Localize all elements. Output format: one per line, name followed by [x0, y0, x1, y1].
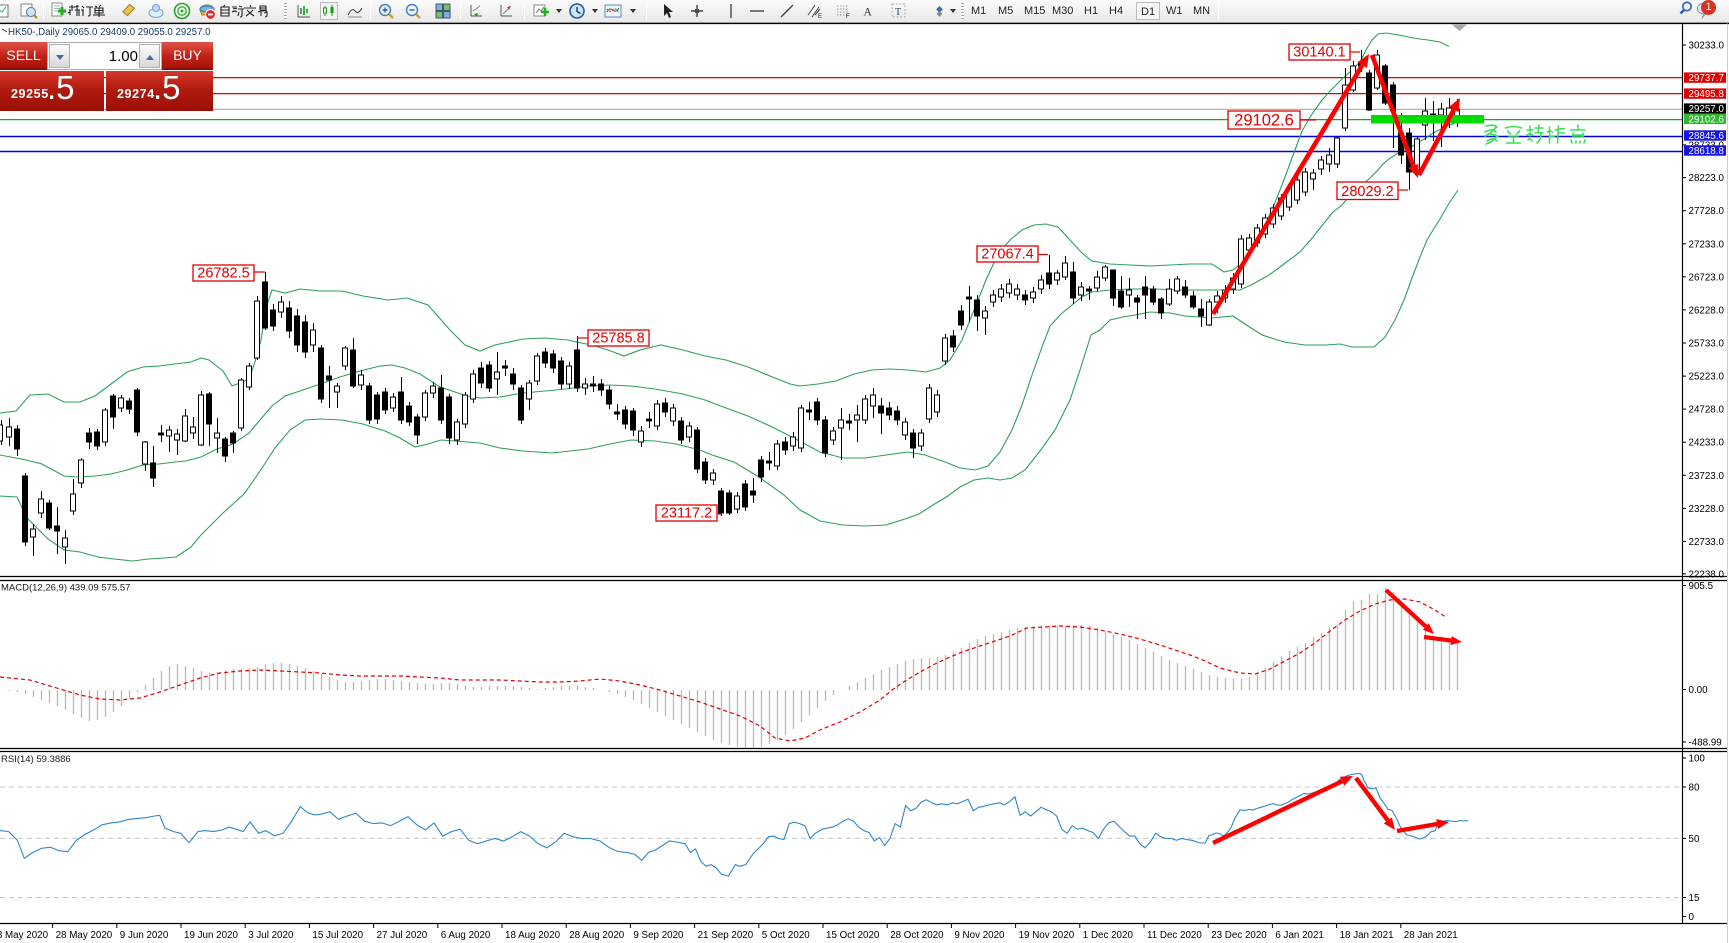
svg-text:18 Aug 2020: 18 Aug 2020: [505, 930, 561, 941]
svg-text:11 Dec 2020: 11 Dec 2020: [1147, 930, 1202, 941]
svg-text:1 Dec 2020: 1 Dec 2020: [1083, 930, 1134, 941]
svg-text:T: T: [895, 7, 901, 18]
svg-text:29495.8: 29495.8: [1689, 89, 1725, 100]
svg-text:9 Jun 2020: 9 Jun 2020: [120, 930, 169, 941]
svg-text:21 Sep 2020: 21 Sep 2020: [698, 930, 754, 941]
svg-text:28029.2: 28029.2: [1341, 184, 1393, 200]
svg-text:23 Dec 2020: 23 Dec 2020: [1211, 930, 1267, 941]
svg-text:18 May 2020: 18 May 2020: [0, 930, 49, 941]
svg-text:27728.0: 27728.0: [1689, 206, 1725, 217]
svg-text:26782.5: 26782.5: [197, 266, 249, 282]
svg-text:RSI(14) 59.3886: RSI(14) 59.3886: [1, 754, 71, 765]
svg-text:HK50-,Daily 29065.0 29409.0 2: HK50-,Daily 29065.0 29409.0 29055.0 2925…: [8, 27, 211, 38]
svg-text:9 Nov 2020: 9 Nov 2020: [954, 930, 1005, 941]
svg-text:15: 15: [1689, 893, 1700, 904]
svg-text:29257.0: 29257.0: [1689, 104, 1725, 115]
svg-text:18 Jan 2021: 18 Jan 2021: [1340, 930, 1394, 941]
svg-text:25733.0: 25733.0: [1689, 339, 1725, 350]
svg-text:A: A: [864, 6, 873, 18]
svg-text:15 Jul 2020: 15 Jul 2020: [312, 930, 363, 941]
svg-text:26723.0: 26723.0: [1689, 272, 1725, 283]
svg-text:22733.0: 22733.0: [1689, 537, 1725, 548]
svg-text:22238.0: 22238.0: [1689, 569, 1725, 580]
svg-text:100: 100: [1689, 754, 1706, 765]
svg-text:28223.0: 28223.0: [1689, 173, 1725, 184]
svg-text:29102.6: 29102.6: [1234, 112, 1294, 130]
svg-text:9 Sep 2020: 9 Sep 2020: [633, 930, 684, 941]
svg-text:0: 0: [1689, 912, 1695, 923]
svg-text:26228.0: 26228.0: [1689, 305, 1725, 316]
svg-text:E: E: [818, 14, 822, 20]
svg-text:23117.2: 23117.2: [661, 506, 712, 522]
svg-text:5 Oct 2020: 5 Oct 2020: [762, 930, 810, 941]
svg-text:905.5: 905.5: [1689, 581, 1714, 592]
svg-text:15 Oct 2020: 15 Oct 2020: [826, 930, 880, 941]
svg-text:0.00: 0.00: [1689, 685, 1709, 696]
svg-text:25223.0: 25223.0: [1689, 372, 1725, 383]
svg-text:-488.99: -488.99: [1689, 738, 1722, 749]
svg-text:50: 50: [1689, 834, 1700, 845]
svg-text:6 Aug 2020: 6 Aug 2020: [441, 930, 491, 941]
svg-text:F: F: [846, 14, 850, 20]
svg-text:28618.8: 28618.8: [1689, 146, 1725, 157]
svg-text:28 Jan 2021: 28 Jan 2021: [1404, 930, 1458, 941]
svg-text:25785.8: 25785.8: [592, 331, 644, 347]
svg-text:30233.0: 30233.0: [1689, 41, 1725, 52]
svg-text:80: 80: [1689, 783, 1700, 794]
svg-text:24233.0: 24233.0: [1689, 438, 1725, 449]
svg-text:28 Oct 2020: 28 Oct 2020: [890, 930, 944, 941]
svg-text:19 Jun 2020: 19 Jun 2020: [184, 930, 238, 941]
svg-text:27 Jul 2020: 27 Jul 2020: [377, 930, 428, 941]
svg-text:28845.6: 28845.6: [1689, 131, 1725, 142]
svg-text:24728.0: 24728.0: [1689, 405, 1725, 416]
svg-text:6 Jan 2021: 6 Jan 2021: [1275, 930, 1323, 941]
svg-text:23228.0: 23228.0: [1689, 504, 1725, 515]
svg-text:23723.0: 23723.0: [1689, 471, 1725, 482]
svg-text:27233.0: 27233.0: [1689, 239, 1725, 250]
svg-text:29737.7: 29737.7: [1689, 73, 1724, 84]
svg-text:28 Aug 2020: 28 Aug 2020: [569, 930, 625, 941]
svg-text:28 May 2020: 28 May 2020: [56, 930, 113, 941]
svg-text:27067.4: 27067.4: [981, 247, 1033, 263]
svg-text:MACD(12,26,9) 439.09 575.57: MACD(12,26,9) 439.09 575.57: [1, 583, 130, 594]
svg-text:3 Jul 2020: 3 Jul 2020: [248, 930, 294, 941]
svg-text:19 Nov 2020: 19 Nov 2020: [1019, 930, 1075, 941]
svg-text:30140.1: 30140.1: [1293, 45, 1345, 61]
svg-text:29102.6: 29102.6: [1689, 114, 1725, 125]
